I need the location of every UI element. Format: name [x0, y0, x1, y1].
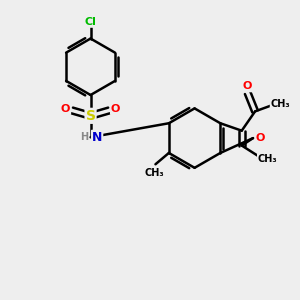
Text: CH₃: CH₃	[258, 154, 278, 164]
Text: O: O	[256, 133, 265, 143]
Text: CH₃: CH₃	[144, 168, 164, 178]
Text: H: H	[80, 132, 88, 142]
Text: Cl: Cl	[85, 17, 97, 27]
Text: CH₃: CH₃	[271, 99, 290, 109]
Text: O: O	[111, 104, 120, 114]
Text: N: N	[92, 131, 102, 144]
Text: O: O	[61, 104, 70, 114]
Text: O: O	[243, 81, 252, 92]
Text: S: S	[85, 109, 96, 123]
